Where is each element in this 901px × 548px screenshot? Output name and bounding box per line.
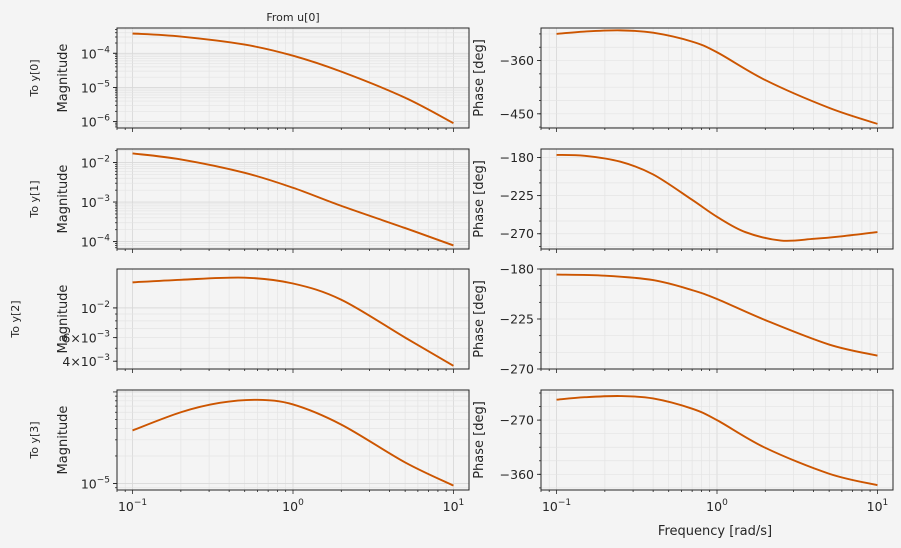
magnitude-series-line-row-3 — [132, 398, 454, 487]
y-tick-label: −360 — [500, 467, 534, 482]
x-tick-label: 100 — [282, 498, 304, 514]
y-tick-label: 6×10−3 — [62, 330, 110, 346]
phase-series-line-row-2 — [556, 273, 878, 357]
axes-frame — [540, 268, 894, 370]
phase-axis-label: Phase [deg] — [472, 160, 487, 238]
magnitude-axis-label: Magnitude — [56, 44, 71, 113]
axes-frame — [540, 389, 894, 491]
y-tick-label: 10−5 — [81, 476, 110, 492]
magnitude-panel-row-1: 10−4 10−3 10−2 Magnitude To y[1] — [28, 148, 470, 253]
phase-panel-row-1: −180 −225 −270 Phase [deg] — [472, 148, 894, 253]
magnitude-series-line-row-1 — [132, 152, 454, 247]
y-tick-label: 4×10−3 — [62, 353, 110, 369]
phase-panel-row-0: −360 −450 Phase [deg] — [472, 27, 894, 132]
row-label-1: To y[1] — [28, 180, 41, 218]
y-tick-label: −270 — [500, 362, 534, 377]
magnitude-panel-row-3: 10−5 10−1 100 101 Magnitude To y[3] — [28, 389, 470, 514]
magnitude-series-line-row-2 — [132, 276, 454, 367]
phase-axis-label: Phase [deg] — [472, 39, 487, 117]
magnitude-series-line-row-0 — [132, 32, 454, 125]
y-tick-label: −360 — [500, 53, 534, 68]
phase-series-line-row-0 — [556, 29, 878, 125]
x-tick-label: 100 — [706, 498, 728, 514]
y-tick-label: 10−6 — [81, 114, 110, 130]
phase-axis-label: Phase [deg] — [472, 401, 487, 479]
y-tick-label: −270 — [500, 413, 534, 428]
y-tick-label: −270 — [500, 226, 534, 241]
row-label-3: To y[3] — [28, 421, 41, 459]
x-tick-label: 10−1 — [542, 498, 571, 514]
y-tick-label: −225 — [500, 188, 534, 203]
y-tick-label: −180 — [500, 150, 534, 165]
phase-panel-row-3: −270 −360 10−1 100 101 Phase [deg] — [472, 389, 894, 514]
axes-frame — [540, 27, 894, 129]
y-tick-label: 10−2 — [81, 155, 110, 171]
phase-axis-label: Phase [deg] — [472, 280, 487, 358]
row-label-0: To y[0] — [28, 59, 41, 97]
phase-series-line-row-3 — [556, 395, 878, 487]
phase-panel-row-2: −180 −225 −270 Phase [deg] — [472, 262, 894, 377]
x-tick-label: 101 — [867, 498, 889, 514]
y-tick-label: 10−5 — [81, 79, 110, 95]
magnitude-panel-row-2: 4×10−3 6×10−3 10−2 Magnitude To y[2] — [9, 268, 470, 373]
axes-frame — [540, 148, 894, 250]
panels-layer: 10−6 10−5 10−4 Magnitude To y[0] −360 −450 Phas… — [9, 27, 894, 514]
axes-frame — [116, 27, 470, 129]
column-title: From u[0] — [266, 11, 319, 24]
magnitude-axis-label: Magnitude — [56, 165, 71, 234]
phase-series-line-row-1 — [556, 153, 878, 242]
x-axis-label: Frequency [rad/s] — [658, 524, 772, 539]
x-tick-label: 10−1 — [118, 498, 147, 514]
y-tick-label: −225 — [500, 312, 534, 327]
y-tick-label: 10−2 — [81, 300, 110, 316]
axes-frame — [116, 389, 470, 491]
y-tick-label: −450 — [500, 106, 534, 121]
row-label-2: To y[2] — [9, 300, 22, 338]
magnitude-axis-label: Magnitude — [56, 285, 71, 354]
y-tick-label: 10−4 — [81, 234, 110, 250]
y-tick-label: −180 — [500, 262, 534, 277]
magnitude-panel-row-0: 10−6 10−5 10−4 Magnitude To y[0] — [28, 27, 470, 132]
magnitude-axis-label: Magnitude — [56, 406, 71, 475]
axes-frame — [116, 148, 470, 250]
y-tick-label: 10−4 — [81, 45, 110, 61]
axes-frame — [116, 268, 470, 370]
y-tick-label: 10−3 — [81, 194, 110, 210]
x-tick-label: 101 — [443, 498, 465, 514]
